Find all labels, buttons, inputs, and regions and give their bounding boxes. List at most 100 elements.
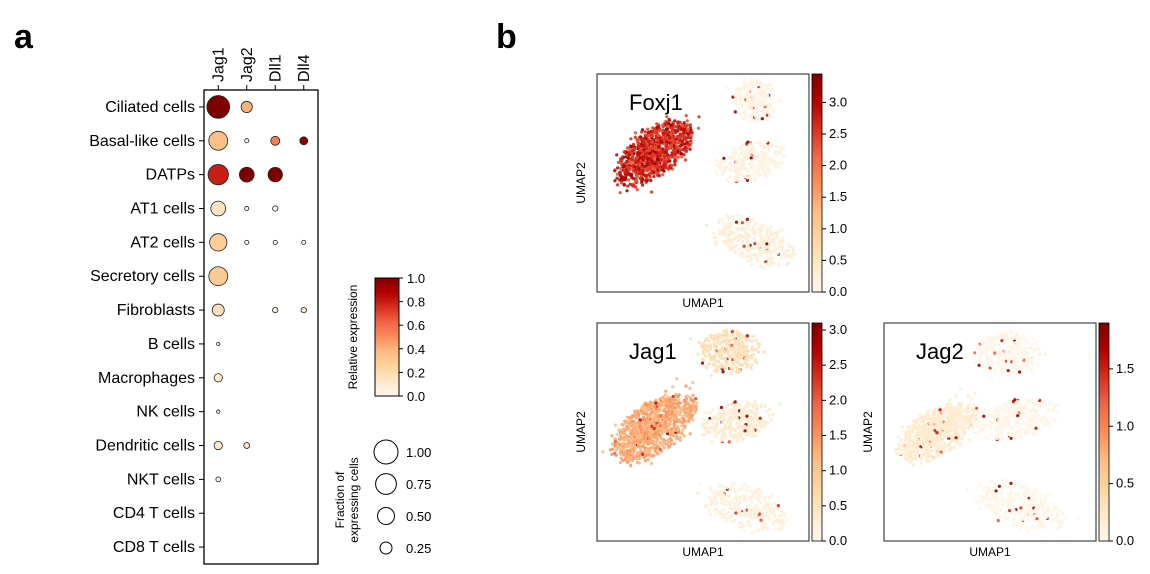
umap-point [643,160,647,164]
umap-point [937,428,941,432]
umap-point [743,424,747,428]
umap-point [741,234,745,239]
umap-point [732,245,736,249]
umap-point [915,441,919,445]
umap-point [714,242,719,246]
umap-point [1010,425,1015,429]
umap-point [696,352,700,356]
umap-point [743,512,747,516]
umap-point [676,412,680,416]
umap-point [744,90,748,94]
umap-point [727,494,731,498]
umap-point [680,143,685,147]
umap-point [656,409,660,413]
umap-point [618,178,622,182]
umap-point [633,165,637,169]
umap-point [678,120,682,124]
colorbar-tick-label: 0.4 [407,342,425,357]
umap-point [757,515,761,519]
umap-point [926,434,930,439]
umap-point [622,155,627,159]
umap-point [754,496,758,500]
umap-point [734,101,738,105]
umap-point [657,403,661,407]
umap-point [736,509,740,513]
umap-point [1009,355,1013,359]
umap-point [737,93,741,97]
umap-point [737,247,742,251]
umap-colorbar-tick-label: 0.0 [829,284,847,299]
umap-point [998,424,1002,428]
umap-point [615,153,619,157]
umap-point [988,433,992,437]
umap-point [624,434,629,438]
umap-point [671,394,675,399]
umap-point [743,116,747,120]
umap-point [954,406,958,410]
umap-point [762,350,766,354]
umap-point [621,458,625,462]
cell-type-label: Dendritic cells [95,438,195,455]
umap-point [750,77,755,81]
umap-point [903,452,907,456]
dot [299,136,309,146]
umap-point [735,147,739,151]
umap-point [901,442,906,446]
size-legend-circle [375,473,397,495]
umap-point [769,225,773,229]
size-legend-label: 0.50 [406,509,431,524]
umap-point [720,217,724,221]
umap-point [750,339,755,343]
umap-point [995,363,999,367]
umap-point [677,136,681,140]
umap-colorbar-tick-label: 0.5 [829,252,847,267]
umap-point [640,436,644,440]
umap-point [731,513,735,517]
umap-point [683,158,688,162]
umap-point [649,163,653,168]
gene-label: Jag1 [210,47,227,82]
umap-point [738,253,742,257]
umap-point [613,169,617,173]
umap-point [635,439,639,443]
umap-point [680,139,684,144]
umap-point [970,397,974,401]
umap-point [781,146,785,150]
umap-point [675,377,679,381]
umap-point [755,140,759,144]
umap-point [654,401,658,405]
umap-point [998,404,1002,408]
umap-point [944,421,949,425]
umap-point [754,408,759,412]
umap-point [954,436,958,440]
umap-point [1011,405,1015,409]
umap-point [686,145,690,149]
umap-point [781,239,785,243]
umap-point [740,164,744,168]
umap-point [742,529,746,533]
umap-point [706,418,710,422]
umap-point [631,439,635,443]
umap-point [754,115,758,119]
umap-point [668,136,672,140]
cell-type-label: CD8 T cells [113,539,195,556]
umap-point [1004,416,1008,420]
umap-point [729,421,733,425]
umap-point [616,160,621,164]
umap-point [714,336,719,340]
umap-point [778,238,782,242]
umap-point [984,424,989,428]
umap-point [665,130,669,134]
umap-point [758,160,762,164]
umap-point [896,435,900,439]
umap-point [1053,418,1057,422]
umap-point [634,169,638,173]
umap-point [754,338,758,342]
umap-point [766,245,771,249]
umap-point [672,155,677,159]
umap-point [691,380,695,384]
umap-point [721,357,725,361]
umap-point [1013,436,1017,440]
umap-point [637,168,641,172]
cell-type-label: CD4 T cells [113,505,195,522]
